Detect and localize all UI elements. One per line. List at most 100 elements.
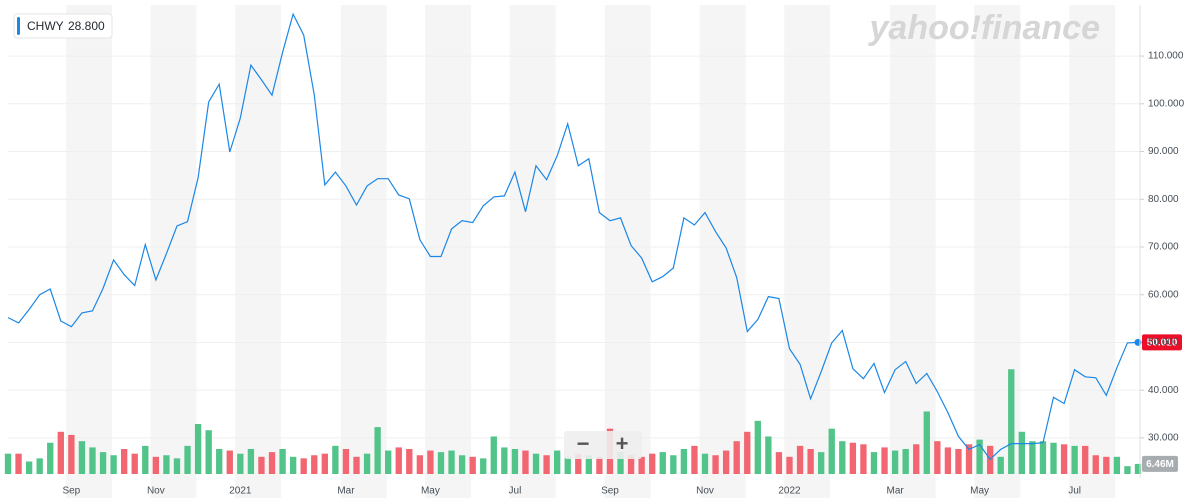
- volume-bar: [796, 445, 804, 474]
- volume-bar: [553, 450, 561, 474]
- volume-bar: [744, 431, 751, 474]
- volume-bar: [860, 444, 867, 474]
- volume-bar: [363, 453, 371, 474]
- volume-bar: [374, 427, 381, 474]
- volume-bar: [617, 452, 624, 474]
- volume-bar: [110, 455, 117, 474]
- volume-bar: [564, 456, 571, 474]
- volume-bar: [194, 423, 202, 474]
- watermark: yahoo!finance: [868, 9, 1100, 47]
- volume-bar: [437, 452, 445, 474]
- volume-bar: [1103, 456, 1110, 474]
- volume-bar: [458, 455, 466, 474]
- volume-bar: [395, 447, 402, 474]
- x-tick-label: May: [970, 486, 989, 497]
- volume-bar: [712, 455, 719, 474]
- month-band: [425, 5, 472, 498]
- volume-bar: [311, 455, 318, 474]
- volume-bar: [99, 452, 107, 474]
- volume-bar: [722, 450, 730, 474]
- volume-bar: [1134, 463, 1142, 474]
- month-band: [604, 5, 651, 498]
- x-tick-label: Mar: [886, 486, 904, 497]
- volume-bar: [1018, 431, 1025, 474]
- volume-bar: [543, 455, 550, 474]
- zoom-out[interactable]: −: [577, 431, 590, 456]
- legend: CHWY 28.800: [13, 13, 113, 39]
- volume-bar: [1071, 445, 1078, 474]
- price-badge-label: 50.010: [1147, 338, 1178, 349]
- volume-bar: [976, 439, 983, 474]
- volume-bar: [1008, 369, 1015, 474]
- volume-bar: [289, 456, 297, 474]
- volume-bar: [47, 442, 54, 474]
- y-tick-label: 80.000: [1148, 194, 1179, 205]
- volume-bar: [57, 431, 64, 474]
- volume-bar: [184, 445, 191, 474]
- volume-bar: [944, 447, 952, 474]
- legend-box: [13, 13, 113, 39]
- y-tick-label: 100.000: [1148, 98, 1185, 109]
- volume-bar: [142, 445, 149, 474]
- volume-bar: [258, 456, 265, 474]
- volume-bar: [490, 436, 497, 474]
- volume-bar: [448, 450, 455, 474]
- volume-bar: [268, 452, 276, 474]
- legend-name: CHWY: [27, 19, 64, 33]
- x-tick-label: Nov: [696, 486, 714, 497]
- volume-bar: [997, 456, 1004, 474]
- volume-bar: [786, 456, 793, 474]
- volume-bar: [691, 445, 698, 474]
- month-band: [784, 5, 831, 498]
- zoom-bg: [564, 431, 642, 459]
- volume-bar: [332, 445, 339, 474]
- volume-bar: [807, 448, 814, 474]
- y-tick-label: 70.000: [1148, 242, 1179, 253]
- volume-bar: [416, 455, 424, 474]
- zoom-in[interactable]: +: [616, 431, 629, 456]
- volume-bar: [965, 444, 973, 474]
- volume-bar: [1050, 442, 1057, 474]
- volume-bar: [89, 447, 96, 474]
- y-tick-label: 60.000: [1148, 289, 1179, 300]
- volume-bar: [680, 448, 688, 474]
- volume-bar: [1060, 444, 1068, 474]
- bands: [66, 5, 1116, 498]
- x-tick-label: 2021: [229, 486, 252, 497]
- volume-bar: [596, 456, 603, 474]
- volume-bar: [279, 448, 286, 474]
- volume-bar: [754, 420, 761, 474]
- volume-bar: [775, 452, 783, 474]
- volume-bar: [353, 456, 360, 474]
- volume-bar: [300, 458, 307, 474]
- volume-bar: [131, 453, 138, 474]
- month-band: [340, 5, 387, 498]
- volume-bar: [152, 456, 160, 474]
- y-tick-label: 110.000: [1148, 51, 1184, 62]
- volume-bar: [25, 461, 33, 474]
- volume-bar: [891, 450, 899, 474]
- volume-bar: [342, 448, 350, 474]
- price-line: [7, 12, 1139, 461]
- volume-bar: [1124, 466, 1131, 474]
- month-band: [235, 5, 281, 498]
- volume-bar: [839, 441, 846, 474]
- volume-bar: [15, 453, 22, 474]
- price: 50.010: [7, 12, 1182, 461]
- month-band: [150, 5, 197, 498]
- volume-bar: [849, 442, 857, 474]
- volume-bar: [532, 453, 540, 474]
- volume-bar: [701, 453, 709, 474]
- volume-bar: [163, 455, 170, 474]
- y-tick-label: 50.000: [1148, 337, 1179, 348]
- volume-bar: [237, 453, 244, 474]
- volume-bar: [321, 453, 328, 474]
- volume-bar: [913, 444, 920, 474]
- x-tick-label: May: [421, 486, 440, 497]
- volume-bar: [226, 450, 233, 474]
- x-tick-label: 2022: [778, 486, 801, 497]
- volume-bar: [649, 453, 656, 474]
- price-badge: [1142, 334, 1182, 351]
- volume-bar: [638, 456, 645, 474]
